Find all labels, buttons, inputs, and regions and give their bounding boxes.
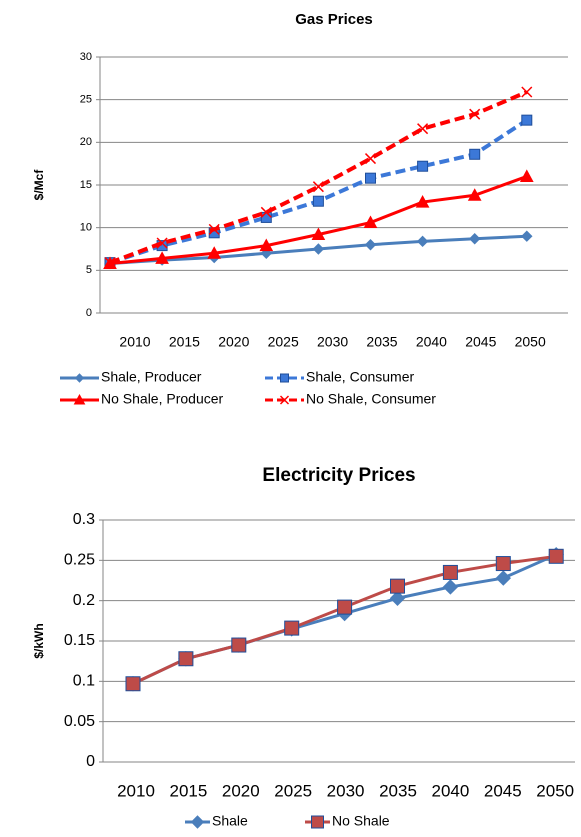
x-tick-label: 2015 xyxy=(169,781,207,800)
x-tick-label: 2010 xyxy=(119,334,150,350)
x-tick-label: 2045 xyxy=(465,334,496,350)
y-tick-label: 0.15 xyxy=(64,632,95,649)
marker xyxy=(416,235,429,248)
chart-title: Electricity Prices xyxy=(262,465,415,486)
marker xyxy=(207,246,222,259)
marker xyxy=(364,153,377,165)
marker xyxy=(495,570,512,586)
marker xyxy=(208,223,220,235)
y-tick-label: 30 xyxy=(80,51,92,63)
legend-label: Shale xyxy=(212,813,248,829)
marker xyxy=(364,239,377,251)
y-tick-label: 0.05 xyxy=(64,713,95,730)
legend-label: No Shale xyxy=(332,813,390,829)
marker xyxy=(363,215,378,229)
marker xyxy=(311,227,326,240)
marker xyxy=(312,181,324,193)
marker xyxy=(280,373,289,383)
y-tick-label: 0.1 xyxy=(73,673,95,690)
marker xyxy=(231,637,247,653)
y-tick-label: 0 xyxy=(86,307,92,319)
marker xyxy=(548,548,564,564)
x-tick-label: 2030 xyxy=(327,781,365,800)
y-axis-label: $/Mcf xyxy=(32,169,46,201)
x-tick-label: 2010 xyxy=(117,781,155,800)
x-tick-label: 2035 xyxy=(379,781,417,800)
legend-label: Shale, Producer xyxy=(101,369,202,385)
marker xyxy=(521,114,533,126)
y-tick-label: 5 xyxy=(86,264,92,276)
marker xyxy=(311,815,324,829)
y-tick-label: 10 xyxy=(80,222,92,234)
marker xyxy=(469,148,481,160)
marker xyxy=(495,556,511,572)
marker xyxy=(279,395,290,405)
legend-label: No Shale, Producer xyxy=(101,391,224,407)
x-tick-label: 2025 xyxy=(274,781,312,800)
marker xyxy=(521,86,533,98)
x-tick-label: 2020 xyxy=(222,781,260,800)
marker xyxy=(389,590,406,606)
x-tick-label: 2045 xyxy=(484,781,522,800)
x-tick-label: 2040 xyxy=(416,334,447,350)
y-tick-label: 0.3 xyxy=(73,511,95,528)
marker xyxy=(467,188,482,201)
x-tick-label: 2015 xyxy=(169,334,200,350)
x-tick-label: 2035 xyxy=(366,334,397,350)
y-tick-label: 0.2 xyxy=(73,592,95,609)
x-tick-label: 2030 xyxy=(317,334,348,350)
marker xyxy=(519,169,534,182)
marker xyxy=(365,172,376,184)
marker xyxy=(260,206,272,218)
x-tick-label: 2020 xyxy=(218,334,249,350)
marker xyxy=(155,251,169,264)
y-tick-label: 20 xyxy=(80,136,92,148)
marker xyxy=(178,651,194,667)
marker xyxy=(468,233,481,245)
marker xyxy=(312,195,324,207)
marker xyxy=(337,599,353,615)
marker xyxy=(74,373,85,383)
marker xyxy=(284,620,300,636)
x-tick-label: 2040 xyxy=(431,781,469,800)
marker xyxy=(259,238,274,252)
marker xyxy=(469,108,481,120)
marker xyxy=(442,579,459,595)
marker xyxy=(521,230,533,242)
x-tick-label: 2025 xyxy=(268,334,299,350)
series-line xyxy=(109,90,528,265)
y-axis-label: $/kWh xyxy=(32,623,46,658)
marker xyxy=(104,257,116,269)
marker xyxy=(417,160,429,172)
y-tick-label: 25 xyxy=(80,94,92,106)
marker xyxy=(415,195,430,208)
x-tick-label: 2050 xyxy=(515,334,546,350)
y-tick-label: 15 xyxy=(80,179,92,191)
legend-label: Shale, Consumer xyxy=(306,369,415,385)
chart: Electricity Prices $/kWh 0 0.05 0.1 0.15 0.2 0.… xyxy=(32,465,575,829)
marker xyxy=(260,211,272,223)
y-tick-label: 0.25 xyxy=(64,552,95,569)
legend-label: No Shale, Consumer xyxy=(306,391,436,407)
chart-title: Gas Prices xyxy=(295,11,373,28)
marker xyxy=(125,676,141,692)
marker xyxy=(312,243,325,255)
marker xyxy=(73,393,86,405)
y-tick-label: 0 xyxy=(86,753,95,770)
marker xyxy=(156,237,168,249)
marker xyxy=(442,564,458,580)
marker xyxy=(417,123,429,135)
marker xyxy=(390,578,405,594)
marker xyxy=(190,815,205,829)
x-tick-label: 2050 xyxy=(536,781,574,800)
